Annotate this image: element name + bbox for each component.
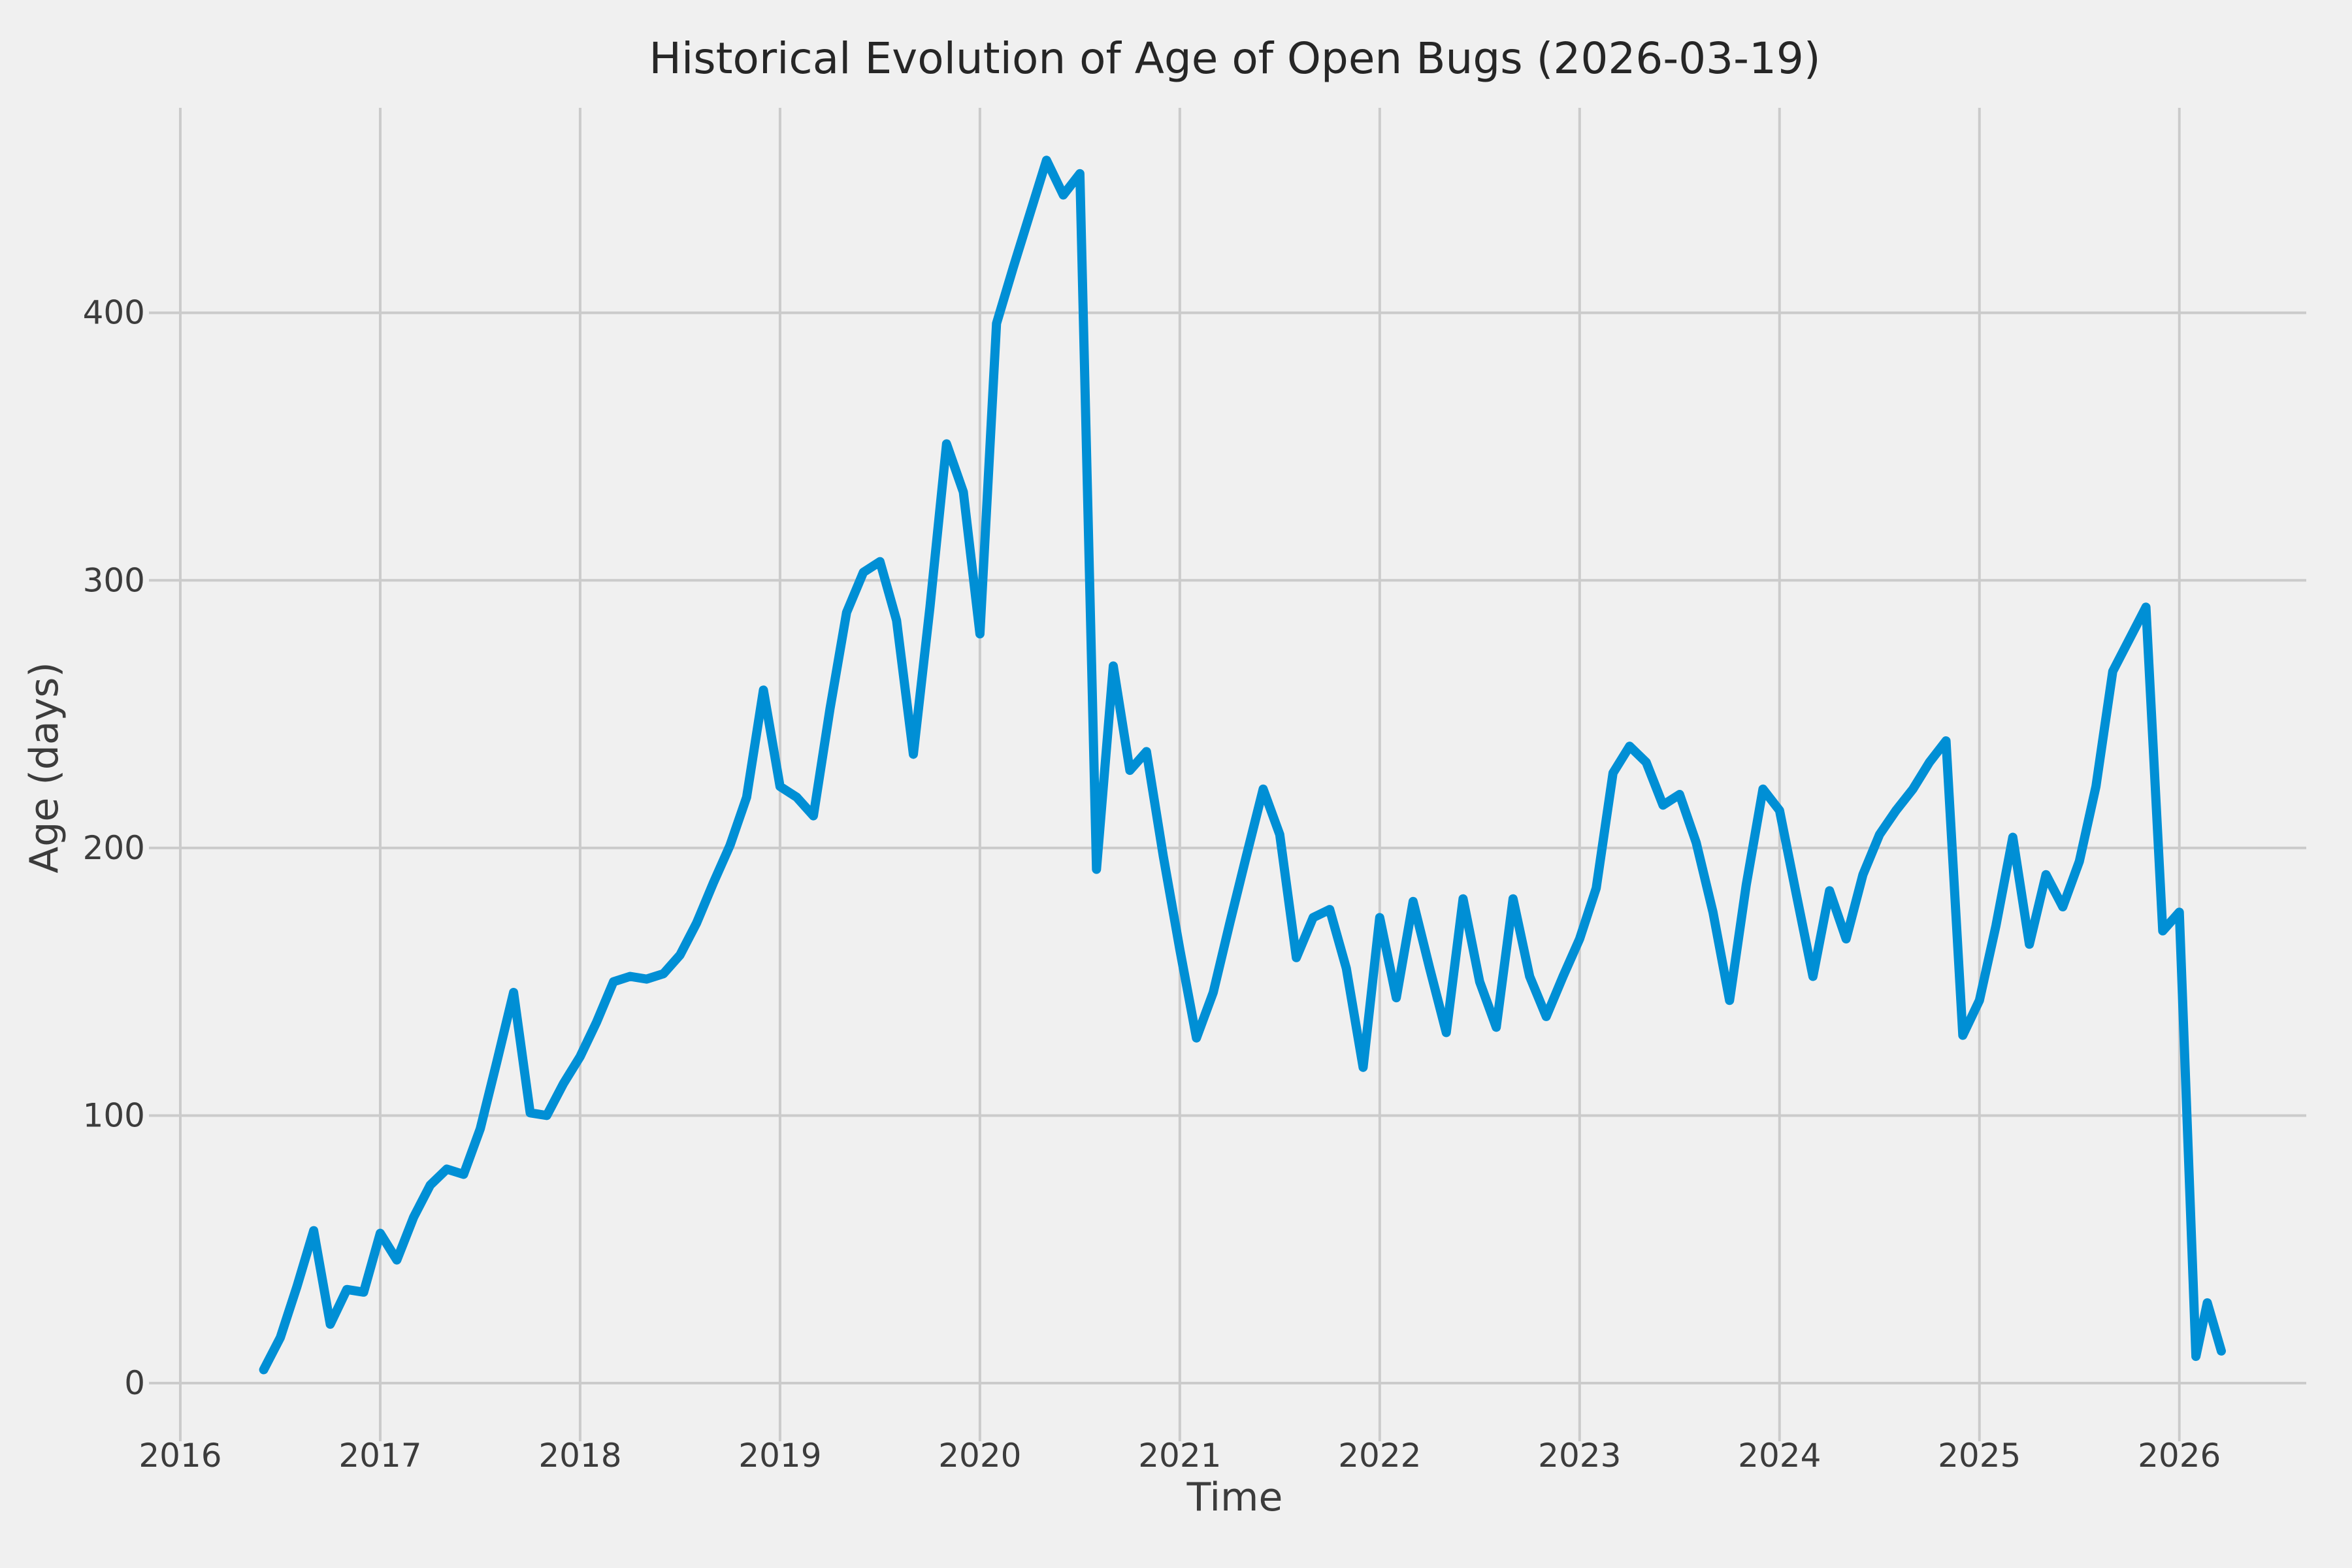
x-tick-label: 2017 (338, 1437, 421, 1475)
x-tick-label: 2022 (1338, 1437, 1421, 1475)
y-tick-label: 400 (83, 294, 145, 332)
page-title: Historical Evolution of Age of Open Bugs… (649, 33, 1820, 84)
x-tick-label: 2016 (139, 1437, 221, 1475)
y-tick-label: 0 (124, 1364, 145, 1402)
y-axis-label: Age (days) (22, 662, 67, 874)
y-tick-labels: 0 100 200 300 400 (83, 294, 145, 1402)
x-tick-label: 2025 (1938, 1437, 2021, 1475)
x-tick-label: 2019 (738, 1437, 821, 1475)
x-tick-label: 2023 (1538, 1437, 1621, 1475)
x-tick-label: 2018 (538, 1437, 621, 1475)
x-tick-label: 2021 (1138, 1437, 1221, 1475)
axis-ticks (149, 311, 2181, 1441)
bugs-age-line (259, 155, 2226, 1375)
x-tick-label: 2024 (1738, 1437, 1821, 1475)
y-tick-label: 100 (83, 1096, 145, 1134)
x-tick-labels: 2016 2017 2018 2019 2020 2021 2022 2023 2024 2025… (139, 1437, 2221, 1475)
data-series (259, 155, 2226, 1375)
x-tick-label: 2026 (2138, 1437, 2221, 1475)
x-tick-label: 2020 (938, 1437, 1021, 1475)
y-tick-label: 200 (83, 829, 145, 867)
y-tick-label: 300 (83, 561, 145, 599)
x-axis-label: Time (1186, 1475, 1283, 1520)
